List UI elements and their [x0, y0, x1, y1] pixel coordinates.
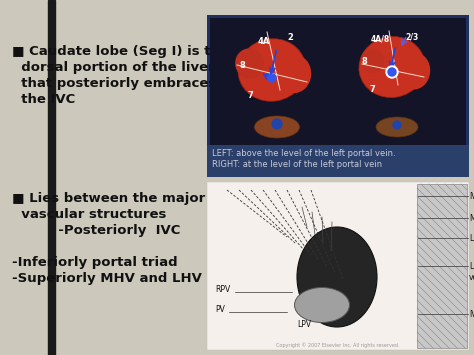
Text: 2: 2 — [287, 33, 293, 43]
Circle shape — [388, 68, 396, 76]
Text: Copyright © 2007 Elsevier Inc. All rights reserved.: Copyright © 2007 Elsevier Inc. All right… — [276, 342, 400, 348]
Text: LEFT: above the level of the left portal vein.: LEFT: above the level of the left portal… — [212, 149, 396, 158]
Text: -Inferiorly portal triad: -Inferiorly portal triad — [12, 256, 178, 269]
Circle shape — [393, 121, 401, 129]
Ellipse shape — [255, 116, 300, 138]
Bar — [207, 182, 469, 350]
Circle shape — [272, 119, 282, 129]
Text: 4A: 4A — [258, 38, 270, 47]
Ellipse shape — [294, 288, 349, 322]
Bar — [417, 184, 467, 348]
Text: that posteriorly embraces: that posteriorly embraces — [12, 77, 216, 90]
Ellipse shape — [238, 39, 306, 101]
Text: dorsal portion of the liver: dorsal portion of the liver — [12, 61, 215, 74]
Text: LPV: LPV — [297, 320, 311, 329]
Bar — [210, 18, 466, 145]
Circle shape — [268, 74, 276, 82]
Text: ■ Lies between the major: ■ Lies between the major — [12, 192, 205, 205]
Text: Ligamentum: Ligamentum — [469, 262, 474, 271]
Ellipse shape — [397, 52, 430, 89]
Ellipse shape — [359, 37, 425, 98]
Text: LHV: LHV — [469, 234, 474, 243]
Ellipse shape — [278, 55, 311, 93]
Ellipse shape — [235, 48, 264, 79]
Text: vascular structures: vascular structures — [12, 208, 166, 221]
Bar — [207, 145, 469, 177]
Text: -Posteriorly  IVC: -Posteriorly IVC — [12, 224, 181, 237]
Text: ■ Caudate lobe (Seg I) is the: ■ Caudate lobe (Seg I) is the — [12, 45, 229, 58]
Text: 8: 8 — [361, 58, 367, 66]
Text: venosum: venosum — [469, 273, 474, 282]
Text: IVC: IVC — [469, 192, 474, 201]
Text: RPV: RPV — [215, 285, 230, 294]
Text: IVC: IVC — [469, 310, 474, 319]
Text: 4A/8: 4A/8 — [370, 34, 390, 44]
Bar — [207, 15, 469, 177]
Text: -Superiorly MHV and LHV: -Superiorly MHV and LHV — [12, 272, 202, 285]
Text: RIGHT: at the level of the left portal vein: RIGHT: at the level of the left portal v… — [212, 160, 382, 169]
Ellipse shape — [361, 48, 384, 73]
Circle shape — [386, 66, 398, 78]
Ellipse shape — [376, 117, 418, 137]
Text: MHV: MHV — [469, 214, 474, 223]
Bar — [48, 0, 55, 355]
Text: 2/3: 2/3 — [405, 33, 419, 42]
Text: 7: 7 — [369, 86, 375, 94]
Ellipse shape — [297, 227, 377, 327]
Text: the IVC: the IVC — [12, 93, 75, 106]
Text: PV: PV — [215, 305, 225, 314]
Text: 8: 8 — [239, 60, 245, 70]
Text: 7: 7 — [247, 91, 253, 99]
